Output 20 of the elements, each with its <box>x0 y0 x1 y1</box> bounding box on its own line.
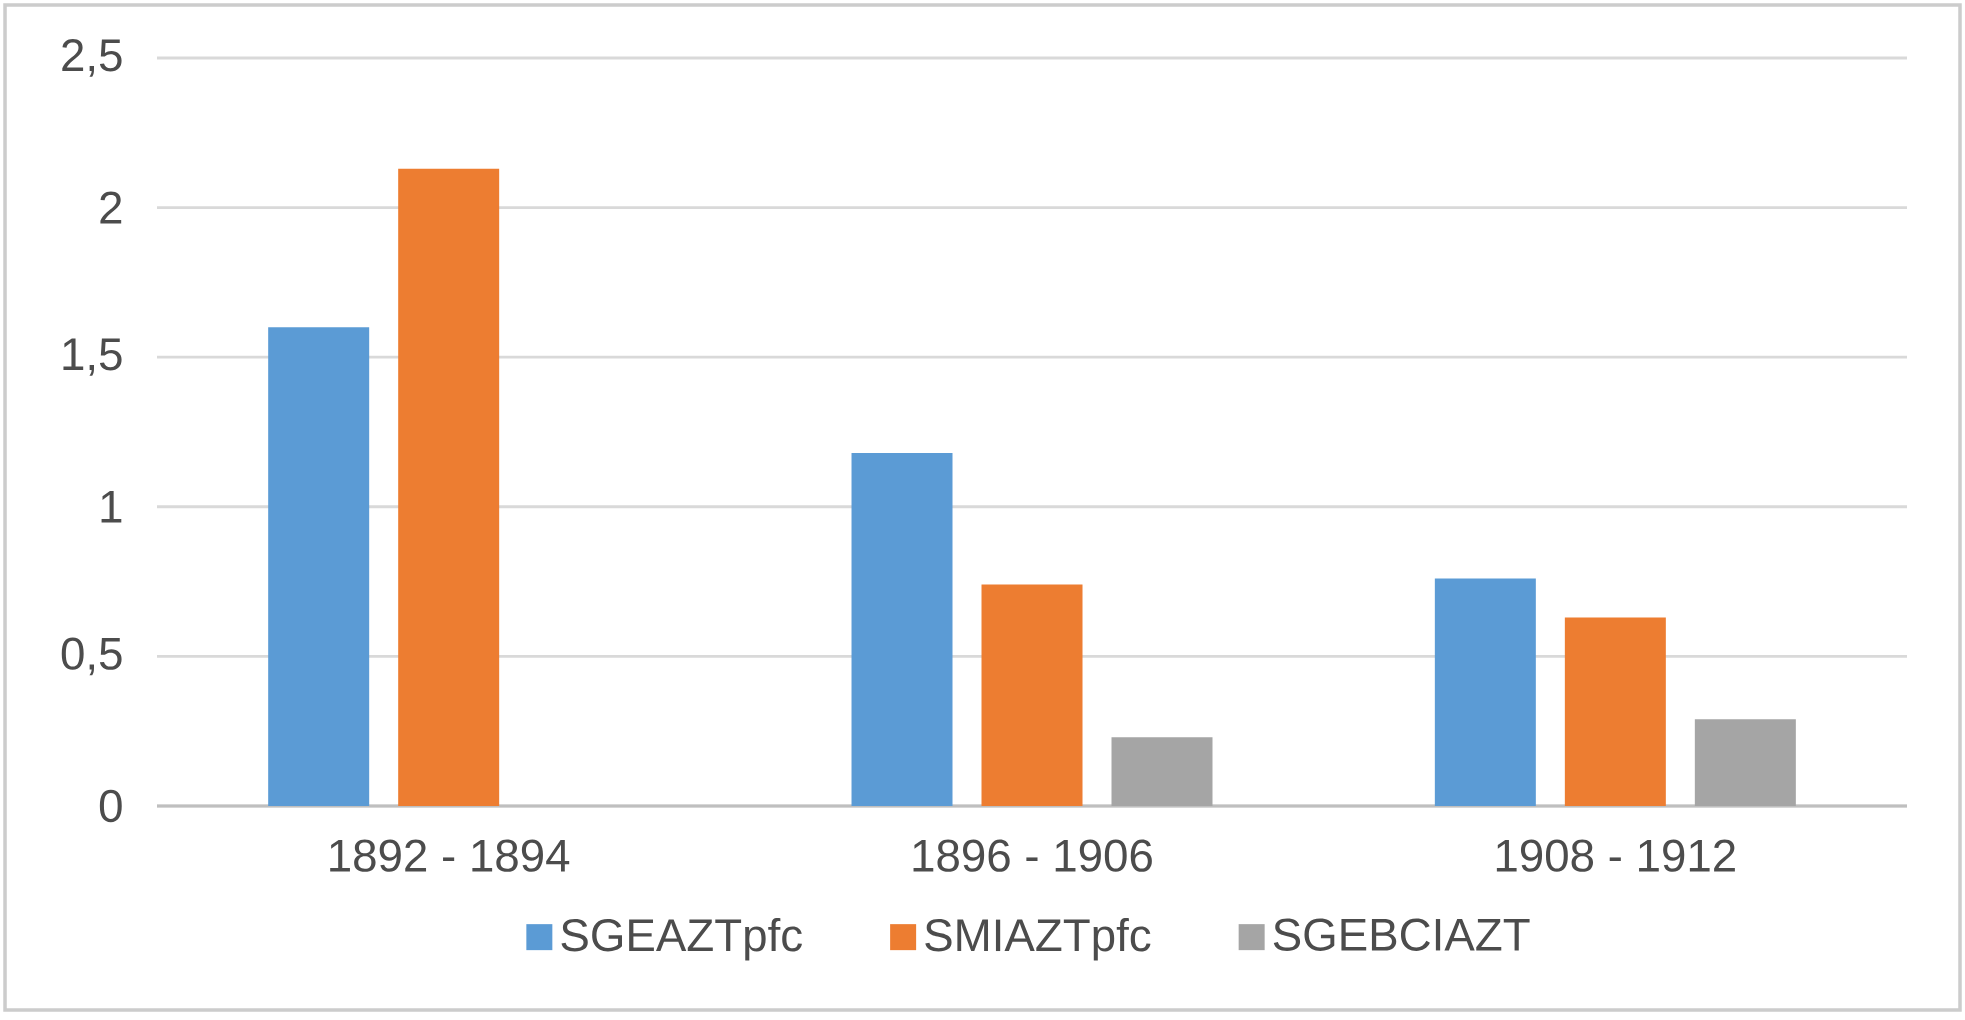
y-tick-label: 0,5 <box>61 637 122 676</box>
legend-label: SGEAZTpfc <box>561 917 802 961</box>
y-tick-label: 2 <box>100 191 122 224</box>
bar <box>851 452 953 806</box>
bar <box>981 584 1083 806</box>
x-tick-label: 1908 - 1912 <box>1496 839 1735 872</box>
legend-label: SGEBCIAZT <box>1273 918 1530 951</box>
bar <box>1694 719 1796 806</box>
bar <box>1564 617 1666 806</box>
y-tick-label: 2,5 <box>62 39 122 77</box>
y-tick-label: 1 <box>101 491 122 523</box>
legend-label: SMIAZTpfc <box>925 917 1151 961</box>
bar <box>1111 737 1213 806</box>
bar <box>268 327 370 806</box>
y-tick-label: 1,5 <box>63 338 122 376</box>
x-tick-label: 1892 - 1894 <box>330 839 570 872</box>
x-tick-label: 1896 - 1906 <box>913 839 1152 872</box>
bar <box>398 168 500 806</box>
bar <box>1434 578 1536 806</box>
y-tick-label: 0 <box>99 789 122 823</box>
